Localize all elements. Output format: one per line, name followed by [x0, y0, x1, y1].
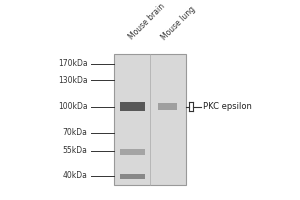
Bar: [158, 103, 178, 110]
Text: PKC epsilon: PKC epsilon: [203, 102, 252, 111]
Bar: [119, 174, 145, 179]
Text: 130kDa: 130kDa: [58, 76, 88, 85]
Text: 170kDa: 170kDa: [58, 59, 88, 68]
Text: 100kDa: 100kDa: [58, 102, 88, 111]
Text: Mouse brain: Mouse brain: [127, 2, 167, 42]
Bar: [114, 54, 186, 185]
Text: Mouse lung: Mouse lung: [160, 4, 197, 42]
Text: 55kDa: 55kDa: [63, 146, 88, 155]
Text: 40kDa: 40kDa: [63, 171, 88, 180]
Text: 70kDa: 70kDa: [63, 128, 88, 137]
Bar: [119, 102, 145, 111]
Bar: [119, 149, 145, 155]
